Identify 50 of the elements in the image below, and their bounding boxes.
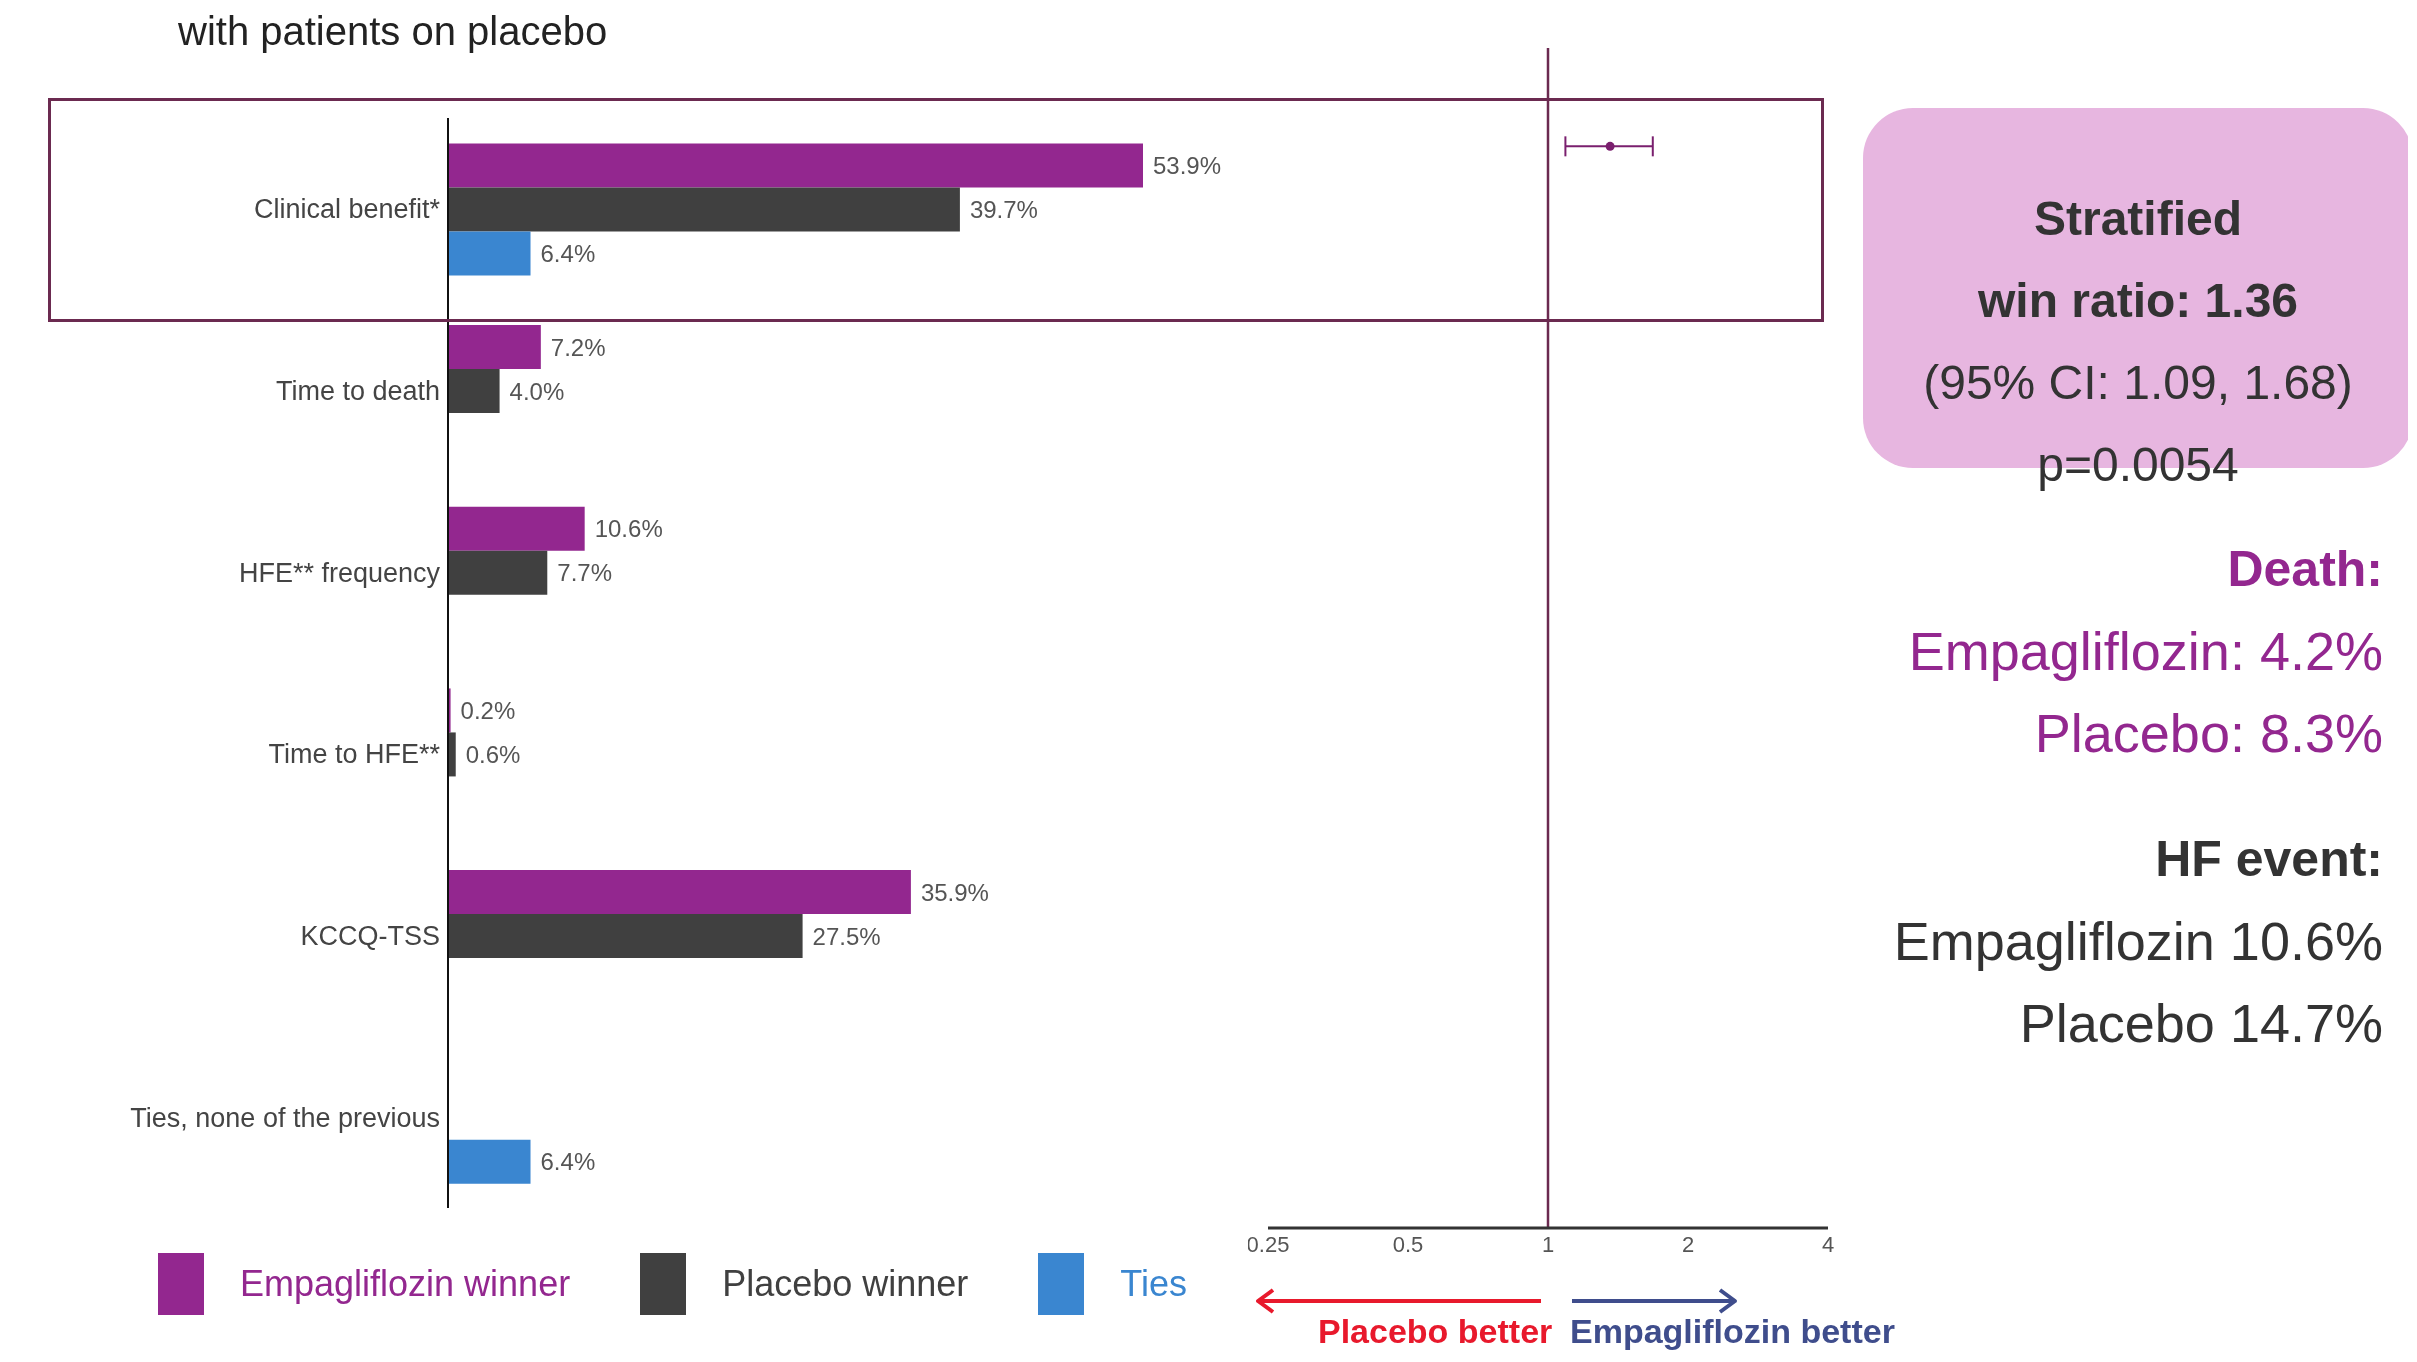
- bar: [448, 550, 548, 595]
- x-tick-label: 0.25: [1246, 1231, 1290, 1257]
- data-label: 0.6%: [465, 740, 521, 768]
- data-label: 7.2%: [550, 333, 606, 361]
- x-tick-label: 0.5: [1392, 1231, 1424, 1257]
- bar: [448, 187, 960, 232]
- text: p=0.0054: [2036, 437, 2240, 493]
- text: Placebo better: [1318, 1312, 1553, 1351]
- bar: [448, 870, 911, 915]
- x-tick-label: 2: [1681, 1231, 1695, 1257]
- data-label: 39.7%: [969, 195, 1038, 223]
- x-tick-label: 1: [1541, 1231, 1555, 1257]
- bar: [448, 369, 500, 414]
- text: Stratified: [2033, 191, 2243, 247]
- text: Empagliflozin better: [1570, 1312, 1895, 1351]
- bar: [448, 325, 541, 370]
- text: Empagliflozin 10.6%: [1892, 910, 2383, 973]
- bar: [448, 231, 531, 276]
- text: (95% CI: 1.09, 1.68): [1922, 355, 2354, 411]
- data-label: 53.9%: [1153, 151, 1222, 179]
- text: Empagliflozin: 4.2%: [1907, 620, 2383, 683]
- chart-title: with patients on placebo: [178, 8, 608, 54]
- x-tick-label: 4: [1821, 1231, 1835, 1257]
- y-tick-label: Clinical benefit*: [253, 194, 441, 225]
- bar: [448, 143, 1143, 188]
- legend-label: Ties: [1120, 1263, 1187, 1305]
- data-label: 6.4%: [540, 239, 596, 267]
- data-label: 4.0%: [509, 377, 565, 405]
- bar: [448, 914, 803, 959]
- text: HF event:: [2154, 830, 2383, 889]
- y-tick-label: Time to death: [275, 376, 440, 407]
- bar: [448, 732, 456, 777]
- y-tick-label: Ties, none of the previous: [130, 1102, 440, 1133]
- text: Placebo: 8.3%: [2033, 702, 2383, 765]
- text: Placebo 14.7%: [2018, 992, 2383, 1055]
- bar: [448, 506, 585, 551]
- text: win ratio: 1.36: [1976, 273, 2300, 329]
- data-label: 27.5%: [812, 922, 881, 950]
- legend-label: Empagliflozin winner: [240, 1263, 571, 1305]
- text: Death:: [2226, 540, 2383, 599]
- bar: [448, 1139, 531, 1184]
- data-label: 6.4%: [540, 1148, 596, 1176]
- data-label: 35.9%: [920, 878, 989, 906]
- data-label: 0.2%: [460, 696, 516, 724]
- legend-label: Placebo winner: [722, 1263, 969, 1305]
- y-tick-label: HFE** frequency: [238, 557, 441, 588]
- data-label: 7.7%: [557, 559, 612, 587]
- y-tick-label: Time to HFE**: [268, 739, 441, 770]
- y-tick-label: KCCQ-TSS: [300, 921, 440, 952]
- data-label: 10.6%: [594, 515, 663, 543]
